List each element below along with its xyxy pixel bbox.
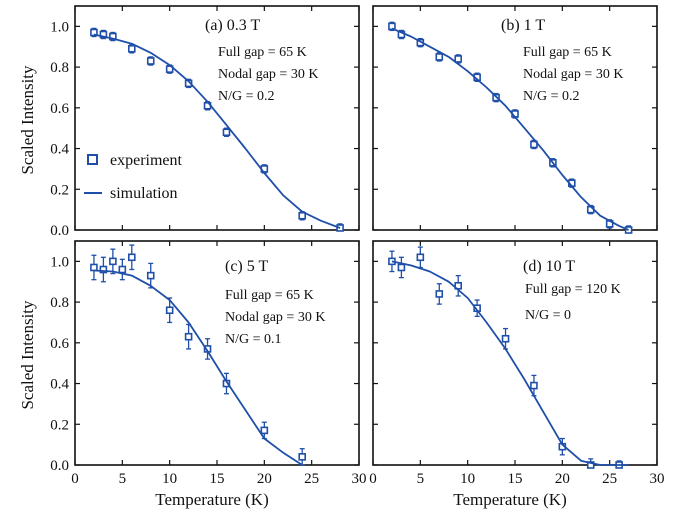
data-point (90, 263, 98, 272)
panel-b: (b) 1 T Full gap = 65 K Nodal gap = 30 K N/… (372, 5, 658, 234)
legend-label-experiment: experiment (110, 152, 183, 169)
panel-c: 0.0 0.2 0.4 0.6 0.8 1.0 0 5 10 15 20 25 30 (c) 5 T Ful… (50, 240, 367, 487)
panel-annotation: N/G = 0 (525, 308, 571, 323)
data-point (222, 128, 231, 137)
x-tick-label: 10 (460, 471, 475, 487)
data-point (397, 263, 406, 272)
simulation-line (391, 27, 629, 231)
data-point (146, 57, 155, 65)
xlabel-left: Temperature (K) (155, 490, 269, 509)
y-tick-label: 0.4 (50, 142, 69, 158)
y-tick-label: 0.2 (50, 417, 69, 433)
data-point (99, 265, 108, 274)
legend-marker-experiment (87, 154, 98, 165)
panel-annotation: Nodal gap = 30 K (225, 310, 325, 325)
data-point (530, 381, 538, 390)
x-tick-label: 25 (304, 471, 319, 487)
data-point (128, 253, 136, 262)
data-point (184, 332, 193, 341)
panel-annotation: Nodal gap = 30 K (523, 67, 623, 82)
panel-title: (c) 5 T (225, 258, 268, 275)
data-point (586, 461, 595, 469)
data-point (109, 257, 117, 266)
y-tick-label: 0.6 (50, 101, 69, 117)
data-point (298, 453, 307, 461)
simulation-line (93, 33, 341, 229)
data-point (165, 306, 174, 315)
x-tick-label: 25 (602, 471, 617, 487)
panel-frame (74, 240, 360, 466)
data-point (501, 334, 510, 343)
data-point (298, 211, 307, 220)
panel-annotation: Full gap = 65 K (218, 45, 307, 60)
y-tick-label: 0.6 (50, 336, 69, 352)
data-point (454, 55, 463, 63)
xlabel-right: Temperature (K) (453, 490, 567, 509)
data-point (416, 253, 425, 262)
legend: experiment simulation (84, 152, 183, 202)
y-tick-label: 0.8 (50, 60, 69, 76)
x-tick-label: 10 (162, 471, 177, 487)
panel-annotation: Full gap = 65 K (225, 288, 314, 303)
data-point (118, 265, 127, 274)
ylabel-top: Scaled Intensity (18, 65, 37, 175)
x-tick-label: 15 (210, 471, 225, 487)
panel-title: (a) 0.3 T (205, 17, 260, 34)
data-point (90, 28, 98, 37)
y-tick-label: 0.0 (50, 458, 69, 474)
y-tick-label: 0.8 (50, 295, 69, 311)
panel-title: (d) 10 T (523, 258, 575, 275)
panel-annotation: Full gap = 120 K (525, 282, 621, 297)
data-point (109, 32, 117, 41)
x-tick-label: 30 (650, 471, 665, 487)
panel-annotation: Full gap = 65 K (523, 45, 612, 60)
x-tick-label: 20 (555, 471, 570, 487)
data-point (99, 30, 108, 39)
x-tick-label: 5 (417, 471, 425, 487)
simulation-line (391, 260, 629, 466)
y-tick-label: 0.2 (50, 182, 69, 198)
panel-annotation: Nodal gap = 30 K (218, 67, 318, 82)
y-tick-label: 0.0 (50, 223, 69, 239)
legend-label-simulation: simulation (110, 185, 178, 202)
data-point (435, 53, 444, 61)
panel-frame (372, 240, 658, 466)
data-point (128, 44, 136, 53)
panel-a: 0.0 0.2 0.4 0.6 0.8 1.0 (a) 0.3 T Full gap = 65… (50, 5, 360, 239)
ylabel-bottom: Scaled Intensity (18, 300, 37, 410)
panel-d: 0 5 10 15 20 25 30 (d) 10 T Full gap = 120 K N/G … (369, 240, 665, 487)
y-tick-label: 1.0 (50, 19, 69, 35)
data-point (146, 271, 155, 280)
x-tick-label: 0 (71, 471, 79, 487)
x-tick-label: 15 (508, 471, 523, 487)
panel-annotation: N/G = 0.2 (218, 89, 275, 104)
x-tick-label: 5 (119, 471, 127, 487)
panel-annotation: N/G = 0.2 (523, 89, 580, 104)
data-point (530, 140, 538, 149)
x-tick-label: 20 (257, 471, 272, 487)
data-point (435, 290, 444, 298)
panel-title: (b) 1 T (501, 17, 545, 34)
x-tick-label: 30 (352, 471, 367, 487)
x-tick-label: 0 (369, 471, 377, 487)
panel-annotation: N/G = 0.1 (225, 332, 282, 347)
simulation-line (93, 269, 303, 466)
data-point (260, 426, 269, 435)
y-tick-label: 1.0 (50, 254, 69, 270)
y-tick-label: 0.4 (50, 377, 69, 393)
